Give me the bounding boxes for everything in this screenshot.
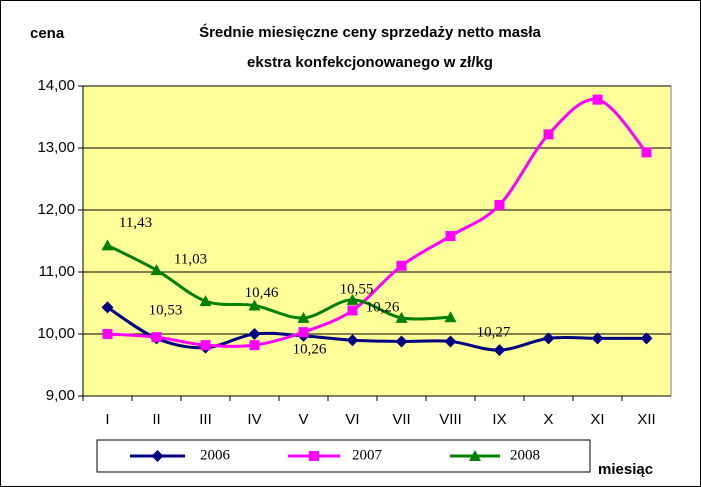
x-tick-label: VIII — [439, 411, 462, 428]
data-point — [395, 311, 408, 323]
data-point — [102, 329, 113, 339]
y-tick-label: 9,00 — [46, 387, 75, 404]
data-label: 10,55 — [340, 281, 374, 297]
data-label: 10,26 — [293, 341, 327, 357]
data-point — [444, 335, 457, 348]
data-point — [444, 311, 457, 323]
data-point — [493, 344, 506, 357]
data-point — [297, 311, 310, 323]
legend-label: 2008 — [510, 447, 540, 463]
data-label: 11,03 — [174, 252, 207, 268]
chart-title: Średnie miesięczne ceny sprzedaży netto … — [199, 23, 541, 41]
x-tick-label: IV — [247, 411, 261, 428]
data-point — [543, 129, 554, 140]
data-label: 10,27 — [477, 325, 511, 341]
legend-marker — [309, 451, 319, 461]
data-label: 10,53 — [149, 303, 183, 319]
data-point — [641, 147, 652, 158]
data-point — [101, 239, 114, 251]
data-point — [248, 328, 261, 340]
data-point — [346, 334, 359, 347]
data-point — [248, 299, 261, 311]
data-point — [640, 332, 653, 345]
data-point — [199, 295, 212, 307]
x-tick-label: XI — [590, 411, 604, 428]
y-tick-label: 13,00 — [37, 139, 75, 156]
data-point — [249, 340, 260, 351]
legend-marker — [151, 450, 164, 462]
data-point — [542, 332, 555, 345]
legend-label: 2006 — [200, 447, 231, 463]
data-point — [591, 332, 604, 345]
y-tick-label: 14,00 — [37, 77, 75, 94]
data-point — [494, 200, 505, 211]
data-point — [150, 264, 163, 276]
data-point — [592, 94, 603, 105]
x-tick-label: II — [152, 411, 160, 428]
data-point — [101, 301, 114, 314]
x-axis-label: miesiąc — [598, 461, 653, 478]
chart-title: ekstra konfekcjonowanego w zł/kg — [247, 54, 493, 71]
y-axis-label: cena — [30, 25, 65, 42]
y-tick-label: 11,00 — [39, 263, 75, 280]
data-label: 10,46 — [245, 285, 279, 301]
y-tick-label: 10,00 — [37, 325, 75, 342]
x-tick-label: III — [199, 411, 212, 428]
data-label: 10,26 — [366, 299, 400, 315]
data-point — [298, 327, 309, 338]
data-point — [347, 305, 358, 316]
plot-area — [82, 85, 672, 397]
data-label: 11,43 — [119, 215, 152, 231]
x-tick-label: XII — [637, 411, 655, 428]
legend-marker — [469, 450, 481, 461]
data-point — [346, 293, 359, 305]
data-point — [396, 260, 407, 271]
x-tick-label: V — [298, 411, 308, 428]
x-tick-label: VI — [345, 411, 359, 428]
legend-label: 2007 — [352, 447, 383, 463]
x-tick-label: VII — [392, 411, 410, 428]
data-point — [395, 335, 408, 348]
x-tick-label: X — [543, 411, 553, 428]
data-point — [200, 340, 211, 351]
x-tick-label: IX — [492, 411, 506, 428]
y-tick-label: 12,00 — [37, 201, 75, 218]
data-point — [151, 332, 162, 343]
x-tick-label: I — [105, 411, 109, 428]
data-point — [445, 231, 456, 242]
